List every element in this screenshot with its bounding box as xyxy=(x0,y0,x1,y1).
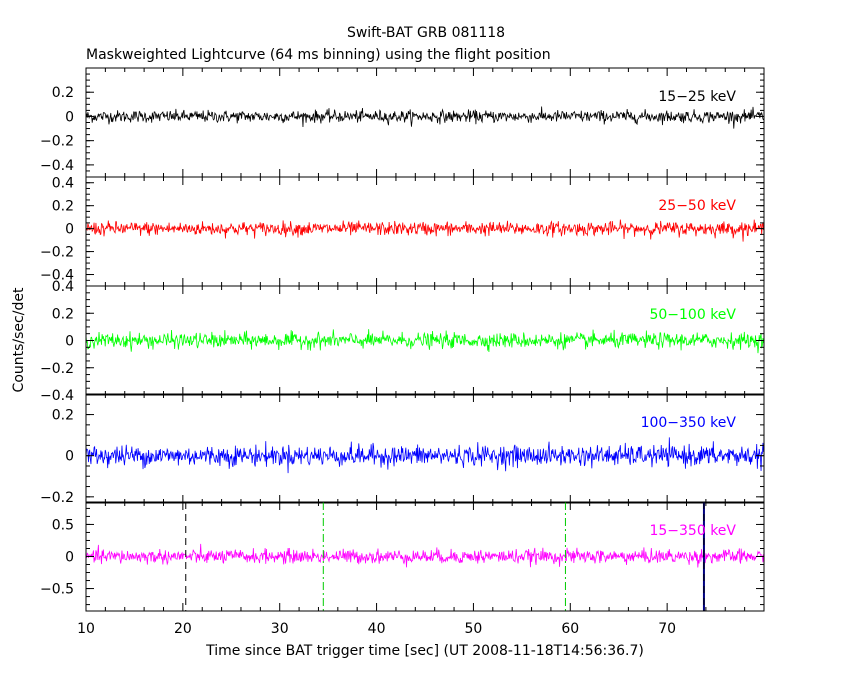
y-tick-label: −0.2 xyxy=(40,245,74,261)
y-tick-label: 0.2 xyxy=(52,408,74,424)
series-line-0 xyxy=(86,106,764,129)
x-tick-labels: 10 20 30 40 50 60 70 xyxy=(77,621,676,637)
y-tick-label: 0 xyxy=(65,222,74,238)
y-tick-label: −0.5 xyxy=(40,582,74,598)
panel-frame xyxy=(85,393,765,504)
figure-subtitle: Maskweighted Lightcurve (64 ms binning) … xyxy=(86,47,551,63)
x-tick-label: 70 xyxy=(658,621,676,637)
band-label: 15−25 keV xyxy=(658,89,736,105)
x-tick-label: 60 xyxy=(561,621,579,637)
figure-title: Swift-BAT GRB 081118 xyxy=(347,25,505,41)
band-label: 15−350 keV xyxy=(649,523,736,539)
y-tick-label: −0.2 xyxy=(40,134,74,150)
x-tick-label: 10 xyxy=(77,621,95,637)
y-tick-label: 0.5 xyxy=(52,517,74,533)
band-label: 50−100 keV xyxy=(649,307,736,323)
series-line-1 xyxy=(86,219,764,242)
y-tick-label: −0.4 xyxy=(40,158,74,174)
panel-15-25-kev: 0.2 0 −0.2 −0.4 15−25 keV xyxy=(40,67,765,178)
y-tick-label: 0 xyxy=(65,449,74,465)
x-tick-label: 20 xyxy=(174,621,192,637)
y-tick-label: 0.4 xyxy=(52,176,74,192)
series-line-2 xyxy=(86,329,764,354)
series-line-3 xyxy=(86,437,764,474)
panel-100-350-kev: 0.2 0 −0.2 100−350 keV xyxy=(40,393,765,506)
y-tick-label: −0.4 xyxy=(40,268,74,284)
y-tick-label: 0 xyxy=(65,550,74,566)
x-axis-label: Time since BAT trigger time [sec] (UT 20… xyxy=(205,643,644,659)
y-tick-label: 0 xyxy=(65,334,74,350)
x-tick-label: 40 xyxy=(368,621,386,637)
band-label: 25−50 keV xyxy=(658,198,736,214)
x-tick-label: 30 xyxy=(271,621,289,637)
y-tick-label: 0.2 xyxy=(52,85,74,101)
y-tick-label: 0.2 xyxy=(52,306,74,322)
y-tick-label: 0 xyxy=(65,109,74,125)
y-tick-label: −0.2 xyxy=(40,361,74,377)
panel-50-100-kev: 0.4 0.2 0 −0.2 −0.4 50−100 keV xyxy=(40,279,765,404)
y-tick-label: −0.2 xyxy=(40,490,74,506)
panels-group: 0.2 0 −0.2 −0.4 15−25 keV 0.4 0.2 0 −0.2 −0.4 25−5… xyxy=(40,67,765,612)
x-tick-label: 50 xyxy=(465,621,483,637)
y-tick-label: 0.4 xyxy=(52,279,74,295)
y-tick-label: −0.4 xyxy=(40,388,74,404)
panel-15-350-kev: 0.5 0 −0.5 15−350 keV xyxy=(40,501,765,612)
series-line-4 xyxy=(86,543,764,568)
panel-25-50-kev: 0.4 0.2 0 −0.2 −0.4 25−50 keV xyxy=(40,176,765,287)
y-axis-label: Counts/sec/det xyxy=(11,287,27,392)
band-label: 100−350 keV xyxy=(641,415,737,431)
y-tick-label: 0.2 xyxy=(52,199,74,215)
